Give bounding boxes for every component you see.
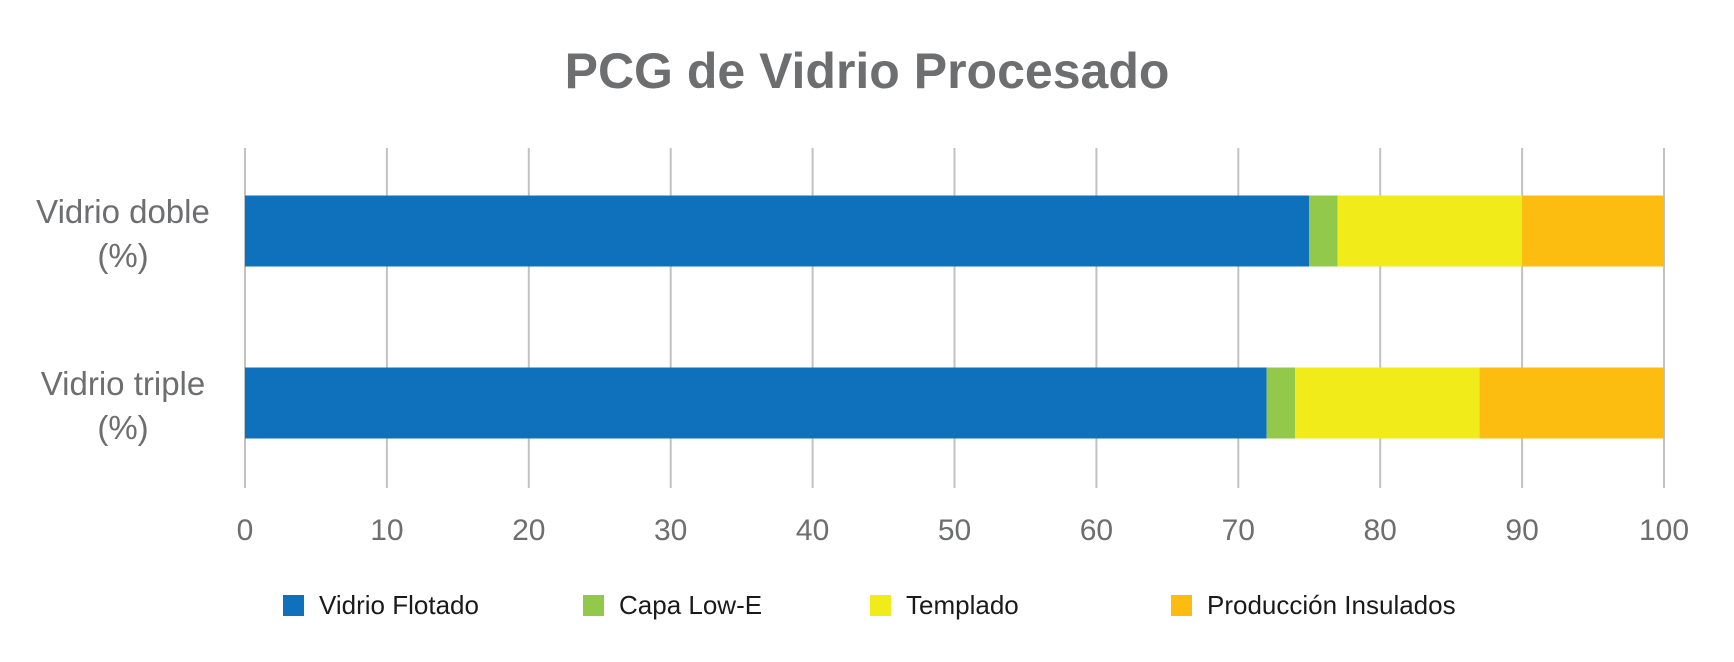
bar-capa-low-e-2 bbox=[1266, 367, 1296, 439]
category-labels: Vidrio doble (%) Vidrio triple (%) bbox=[36, 193, 210, 446]
x-axis-ticks: 0 10 20 30 40 50 60 70 80 90 100 bbox=[237, 514, 1689, 547]
bar-producci-n-insulados-1 bbox=[1522, 195, 1664, 267]
bar-vidrio-flotado-1 bbox=[245, 195, 1310, 267]
legend-label-templado: Templado bbox=[906, 590, 1019, 620]
x-tick-label-30: 30 bbox=[654, 514, 687, 547]
x-tick-label-40: 40 bbox=[796, 514, 829, 547]
legend-swatch-vidrio-flotado bbox=[283, 595, 304, 616]
category-label-1: Vidrio doble (%) bbox=[36, 193, 210, 274]
x-tick-label-10: 10 bbox=[370, 514, 403, 547]
bar-vidrio-flotado-2 bbox=[245, 367, 1267, 439]
x-tick-label-100: 100 bbox=[1639, 514, 1689, 547]
bar-templado-1 bbox=[1337, 195, 1523, 267]
x-tick-label-80: 80 bbox=[1364, 514, 1397, 547]
bars bbox=[245, 195, 1664, 439]
bar-templado-2 bbox=[1295, 367, 1480, 439]
x-tick-label-70: 70 bbox=[1222, 514, 1255, 547]
legend-label-producci-n-insulados: Producción Insulados bbox=[1207, 590, 1456, 620]
category-label-2: Vidrio triple (%) bbox=[41, 365, 205, 446]
legend-label-vidrio-flotado: Vidrio Flotado bbox=[319, 590, 479, 620]
legend-swatch-capa-low-e bbox=[583, 595, 604, 616]
x-tick-label-90: 90 bbox=[1505, 514, 1538, 547]
x-tick-label-60: 60 bbox=[1080, 514, 1113, 547]
bar-producci-n-insulados-2 bbox=[1479, 367, 1664, 439]
x-tick-label-0: 0 bbox=[237, 514, 254, 547]
chart-title: PCG de Vidrio Procesado bbox=[565, 43, 1170, 99]
legend-label-capa-low-e: Capa Low-E bbox=[619, 590, 762, 620]
x-tick-label-50: 50 bbox=[938, 514, 971, 547]
legend: Vidrio Flotado Capa Low-E Templado Producci… bbox=[283, 590, 1456, 620]
x-tick-label-20: 20 bbox=[512, 514, 545, 547]
legend-swatch-producci-n-insulados bbox=[1171, 595, 1192, 616]
legend-swatch-templado bbox=[870, 595, 891, 616]
bar-capa-low-e-1 bbox=[1309, 195, 1338, 267]
